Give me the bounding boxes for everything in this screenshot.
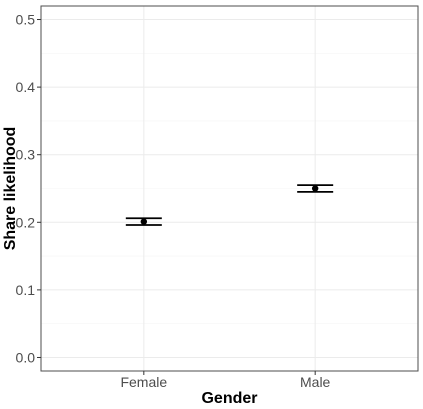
y-tick-label: 0.3	[16, 147, 36, 163]
y-tick-label: 0.5	[16, 12, 36, 28]
minor-grid	[41, 53, 418, 324]
y-tick-label: 0.1	[16, 282, 36, 298]
data-point	[311, 185, 319, 192]
y-axis-title: Share likelihood	[2, 127, 19, 251]
x-tick-label: Male	[300, 374, 331, 390]
data-point	[140, 218, 148, 225]
axes: 0.0 0.1 0.2 0.3 0.4 0.5 Female Male	[16, 12, 331, 390]
y-tick-label: 0.4	[16, 79, 36, 95]
data-marks	[125, 184, 334, 226]
y-tick-label: 0.0	[16, 349, 36, 365]
x-tick-label: Female	[120, 374, 167, 390]
panel-border	[40, 5, 419, 372]
y-tick-label: 0.2	[16, 214, 36, 230]
x-axis-title: Gender	[201, 390, 257, 407]
